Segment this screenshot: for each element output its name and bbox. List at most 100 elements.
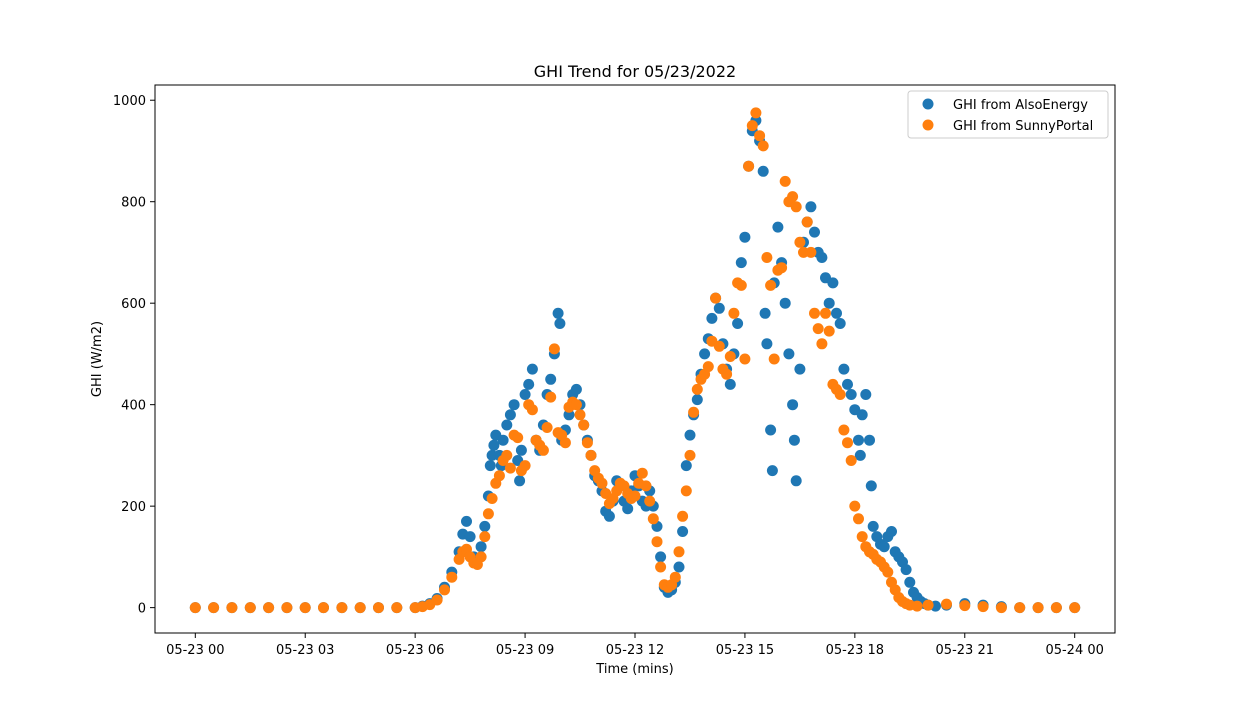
data-point <box>504 462 516 474</box>
data-point <box>475 551 487 563</box>
data-point <box>354 602 366 614</box>
data-point <box>336 602 348 614</box>
data-point <box>710 292 722 304</box>
data-point <box>1032 602 1044 614</box>
data-point <box>809 226 820 238</box>
data-point <box>831 307 842 319</box>
data-point <box>514 475 526 487</box>
data-point <box>439 584 450 596</box>
data-point <box>790 201 802 213</box>
data-point <box>911 600 923 612</box>
data-point <box>479 531 491 543</box>
series-2 <box>189 107 1081 614</box>
data-point <box>757 165 769 177</box>
data-point <box>834 318 846 329</box>
data-point <box>823 297 835 309</box>
data-point <box>702 361 714 373</box>
data-point <box>766 465 778 477</box>
data-point <box>391 602 403 614</box>
data-point <box>677 526 689 537</box>
data-point <box>431 594 443 606</box>
data-point <box>735 257 747 269</box>
x-tick-label: 05-23 12 <box>606 643 664 658</box>
data-point <box>484 460 496 472</box>
data-point <box>772 221 784 233</box>
series-layer <box>189 107 1081 614</box>
data-point <box>559 437 571 449</box>
data-point <box>548 343 560 355</box>
data-point <box>596 477 608 489</box>
data-point <box>728 307 740 319</box>
x-tick-label: 05-24 00 <box>1045 643 1103 658</box>
x-axis: 05-23 00 05-23 03 05-23 06 05-23 09 05-23 12… <box>166 633 1104 658</box>
data-point <box>757 140 769 152</box>
data-point <box>244 602 256 614</box>
chart-title: GHI Trend for 05/23/2022 <box>534 62 736 81</box>
data-point <box>680 460 692 472</box>
legend-marker <box>922 98 934 110</box>
data-point <box>578 419 590 431</box>
y-tick-label: 1000 <box>113 94 146 109</box>
legend: GHI from AlsoEnergy GHI from SunnyPortal <box>907 90 1109 139</box>
data-point <box>816 338 828 350</box>
data-point <box>680 485 692 497</box>
data-point <box>373 602 384 614</box>
data-point <box>853 434 864 446</box>
data-point <box>699 348 711 360</box>
y-tick-label: 0 <box>138 602 146 617</box>
data-point <box>834 389 846 400</box>
data-point <box>512 432 524 444</box>
legend-marker <box>922 119 934 131</box>
data-point <box>823 325 835 337</box>
data-point <box>856 409 868 421</box>
data-point <box>724 351 736 362</box>
data-point <box>854 449 866 461</box>
data-point <box>746 120 758 132</box>
data-point <box>504 409 516 421</box>
data-point <box>900 564 912 576</box>
data-point <box>886 526 897 537</box>
data-point <box>501 449 513 461</box>
x-tick-label: 05-23 09 <box>496 643 554 658</box>
data-point <box>761 338 773 350</box>
data-point <box>759 307 771 319</box>
data-point <box>776 262 788 274</box>
data-point <box>497 434 509 446</box>
data-point <box>622 503 634 515</box>
data-point <box>488 439 500 451</box>
data-point <box>636 467 648 479</box>
x-tick-label: 05-23 03 <box>276 643 334 658</box>
data-point <box>713 302 725 314</box>
data-point <box>838 363 850 375</box>
x-axis-label: Time (mins) <box>595 662 673 677</box>
data-point <box>706 312 718 324</box>
data-point <box>581 437 593 449</box>
legend-label: GHI from AlsoEnergy <box>953 98 1088 113</box>
data-point <box>842 378 853 390</box>
data-point <box>479 520 491 532</box>
data-point <box>318 602 329 614</box>
data-point <box>809 307 820 319</box>
data-point <box>713 340 725 352</box>
data-point <box>570 383 582 395</box>
data-point <box>486 493 498 504</box>
data-point <box>515 444 527 456</box>
data-point <box>526 363 538 375</box>
data-point <box>526 404 538 416</box>
x-tick-label: 05-23 06 <box>386 643 444 658</box>
x-tick-label: 05-23 18 <box>826 643 884 658</box>
data-point <box>794 363 806 375</box>
data-point <box>519 389 531 400</box>
data-point <box>788 434 800 446</box>
data-point <box>640 480 652 492</box>
y-tick-label: 800 <box>121 196 146 211</box>
x-tick-label: 05-23 15 <box>716 643 774 658</box>
data-point <box>541 422 553 433</box>
data-point <box>787 191 799 203</box>
legend-frame <box>907 90 1109 139</box>
data-point <box>574 409 586 421</box>
data-point <box>691 394 703 406</box>
data-point <box>812 323 824 335</box>
data-point <box>493 470 505 482</box>
